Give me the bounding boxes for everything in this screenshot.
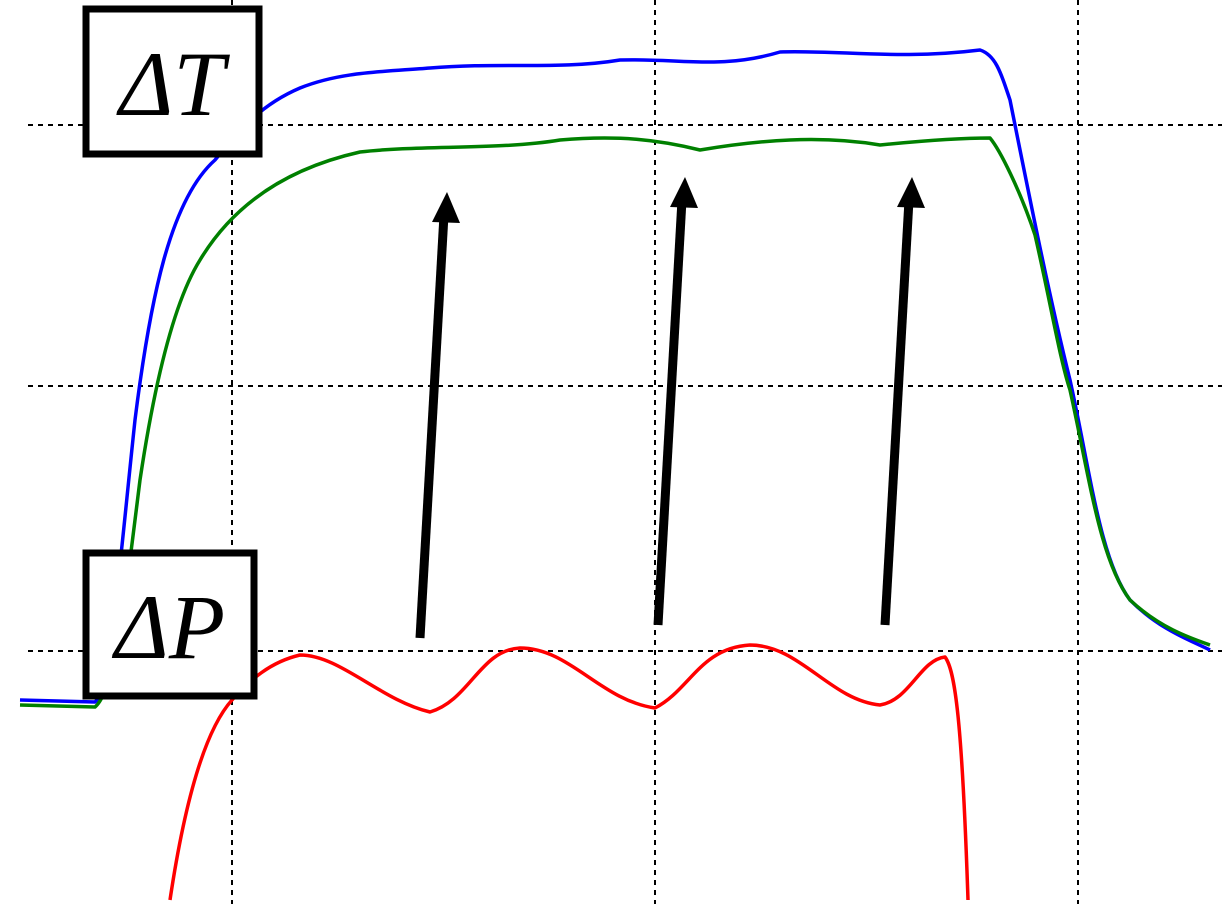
temperature-curve-green xyxy=(19,136,1211,709)
delta-t-label-box: ΔT xyxy=(82,5,263,158)
label-box xyxy=(82,5,263,158)
temperature-curve-blue xyxy=(19,48,1211,704)
label-box xyxy=(82,549,258,700)
arrow xyxy=(880,199,914,626)
arrow-head xyxy=(670,177,698,208)
arrow-head xyxy=(897,177,925,208)
power-curve-red xyxy=(168,643,970,901)
arrows xyxy=(415,177,925,639)
arrow xyxy=(415,214,449,639)
delta-p-label-box: ΔP xyxy=(82,549,258,700)
delta-t-label: ΔT xyxy=(115,33,230,135)
arrow xyxy=(653,199,687,626)
delta-p-label: ΔP xyxy=(111,576,225,678)
arrow-head xyxy=(432,192,460,223)
